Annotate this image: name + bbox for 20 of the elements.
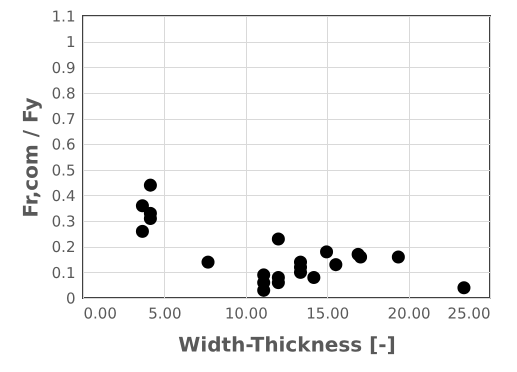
x-tick-label: 20.00	[388, 304, 431, 322]
x-tick-label: 25.00	[448, 304, 490, 322]
x-tick-label: 5.00	[148, 304, 182, 322]
y-tick-label: 0.6	[52, 136, 76, 154]
y-tick-label: 0.9	[52, 58, 76, 77]
y-tick-label: 0.4	[52, 186, 76, 205]
y-tick-label: 0.2	[52, 238, 76, 256]
y-tick-label: 0.1	[52, 264, 76, 282]
y-tick-label: 0.3	[52, 212, 76, 231]
y-tick-label: 1	[66, 33, 76, 52]
x-tick-label: 0.00	[84, 304, 117, 322]
y-tick-label: 0	[66, 290, 76, 308]
y-tick-label: 1.1	[52, 8, 76, 26]
y-tick-label: 0.8	[52, 84, 76, 102]
y-tick-label: 0.5	[52, 161, 76, 180]
x-axis-title: Width-Thickness [-]	[178, 332, 396, 356]
x-tick-label: 15.00	[306, 304, 350, 322]
y-axis-title: Fr,com / Fy	[18, 97, 43, 218]
y-tick-label: 0.7	[52, 110, 76, 128]
x-tick-label: 10.00	[224, 304, 268, 322]
